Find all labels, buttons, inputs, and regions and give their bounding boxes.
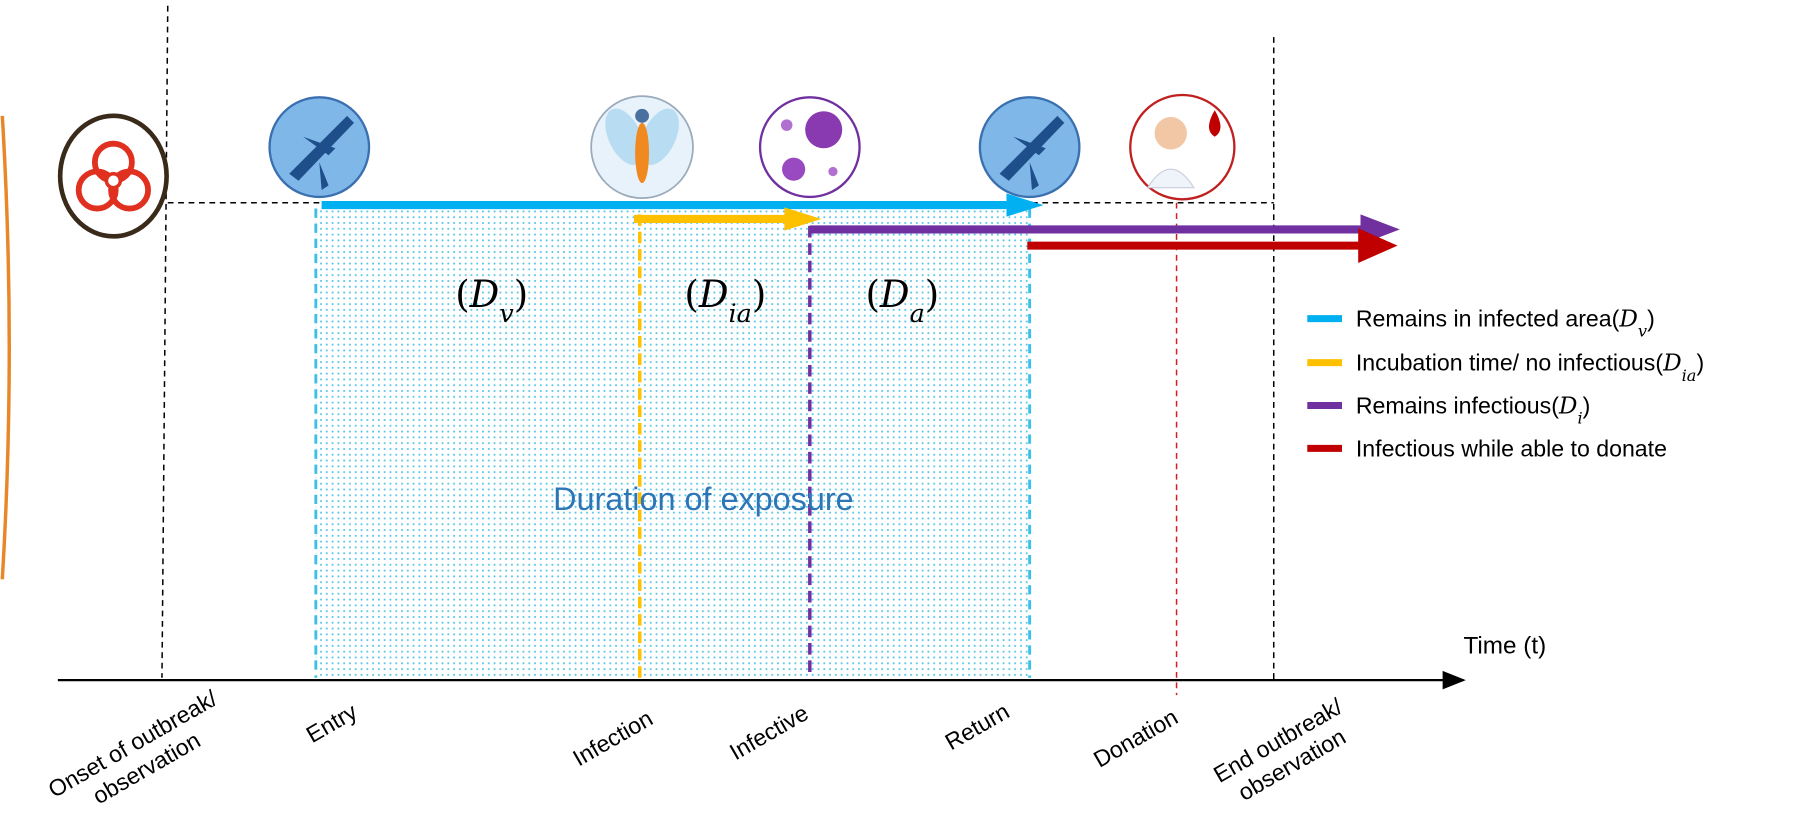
math-close: ) [752, 273, 766, 316]
donor-icon [1130, 95, 1234, 199]
timeline-label: Entry [302, 698, 362, 748]
math-close: ) [1696, 350, 1704, 376]
math-symbol: D [1558, 394, 1578, 420]
plane-icon [980, 97, 1079, 197]
legend-label: Infectious while able to donate [1356, 435, 1667, 461]
timeline-label-line: Infective [725, 699, 813, 765]
math-symbol: D [879, 273, 910, 316]
legend-text: Remains infectious [1356, 393, 1551, 419]
math-close: ) [925, 273, 939, 316]
math-symbol: D [698, 273, 729, 316]
math-subscript: ia [1682, 365, 1697, 384]
timeline-label: Onset of outbreak/observation [44, 685, 236, 827]
axis-label: Time (t) [1463, 632, 1546, 659]
math-symbol: D [1662, 351, 1682, 377]
math-close: ) [1583, 393, 1591, 419]
page: {"diagram": { "phases": [ {"open": "(", … [0, 0, 1814, 840]
timeline-label: Infective [725, 699, 813, 765]
diagram: (Dv)(Dia)(Da)Duration of exposureTime (t… [0, 0, 1814, 840]
timeline-label-line: Infection [568, 705, 657, 771]
legend-label: Remains infectious(Di) [1356, 393, 1591, 428]
math-close: ) [514, 273, 528, 316]
timeline-label: Infection [568, 705, 657, 771]
math-open: ( [455, 273, 469, 316]
plane-icon [270, 97, 369, 197]
exposure-label: Duration of exposure [553, 481, 854, 517]
legend-label: Remains in infected area(Dv) [1356, 306, 1655, 341]
math-symbol: D [469, 273, 500, 316]
legend-label: Incubation time/ no infectious(Dia) [1356, 350, 1704, 385]
virus-icon [760, 97, 859, 197]
math-subscript: ia [729, 299, 752, 329]
timeline-label-line: Donation [1089, 704, 1182, 773]
timeline-label: End outbreak/observation [1209, 693, 1361, 812]
math-symbol: D [1618, 307, 1638, 333]
math-subscript: a [910, 299, 925, 329]
exposure-area [316, 209, 1030, 678]
onset-line [162, 6, 168, 678]
mosquito-icon [591, 96, 693, 198]
legend-text: Incubation time/ no infectious [1356, 350, 1656, 376]
timeline-label: Donation [1089, 704, 1182, 773]
timeline-label-line: Entry [302, 698, 362, 748]
math-subscript: v [499, 299, 514, 329]
legend-text: Infectious while able to donate [1356, 435, 1667, 461]
timeline-label-line: Return [940, 698, 1013, 755]
math-close: ) [1647, 306, 1655, 332]
edge-accent [2, 116, 9, 579]
math-subscript: v [1638, 321, 1647, 340]
legend-text: Remains in infected area [1356, 306, 1612, 332]
math-open: ( [866, 273, 880, 316]
timeline-label: Return [940, 698, 1013, 755]
math-open: ( [684, 273, 698, 316]
biohazard-icon [60, 116, 166, 236]
